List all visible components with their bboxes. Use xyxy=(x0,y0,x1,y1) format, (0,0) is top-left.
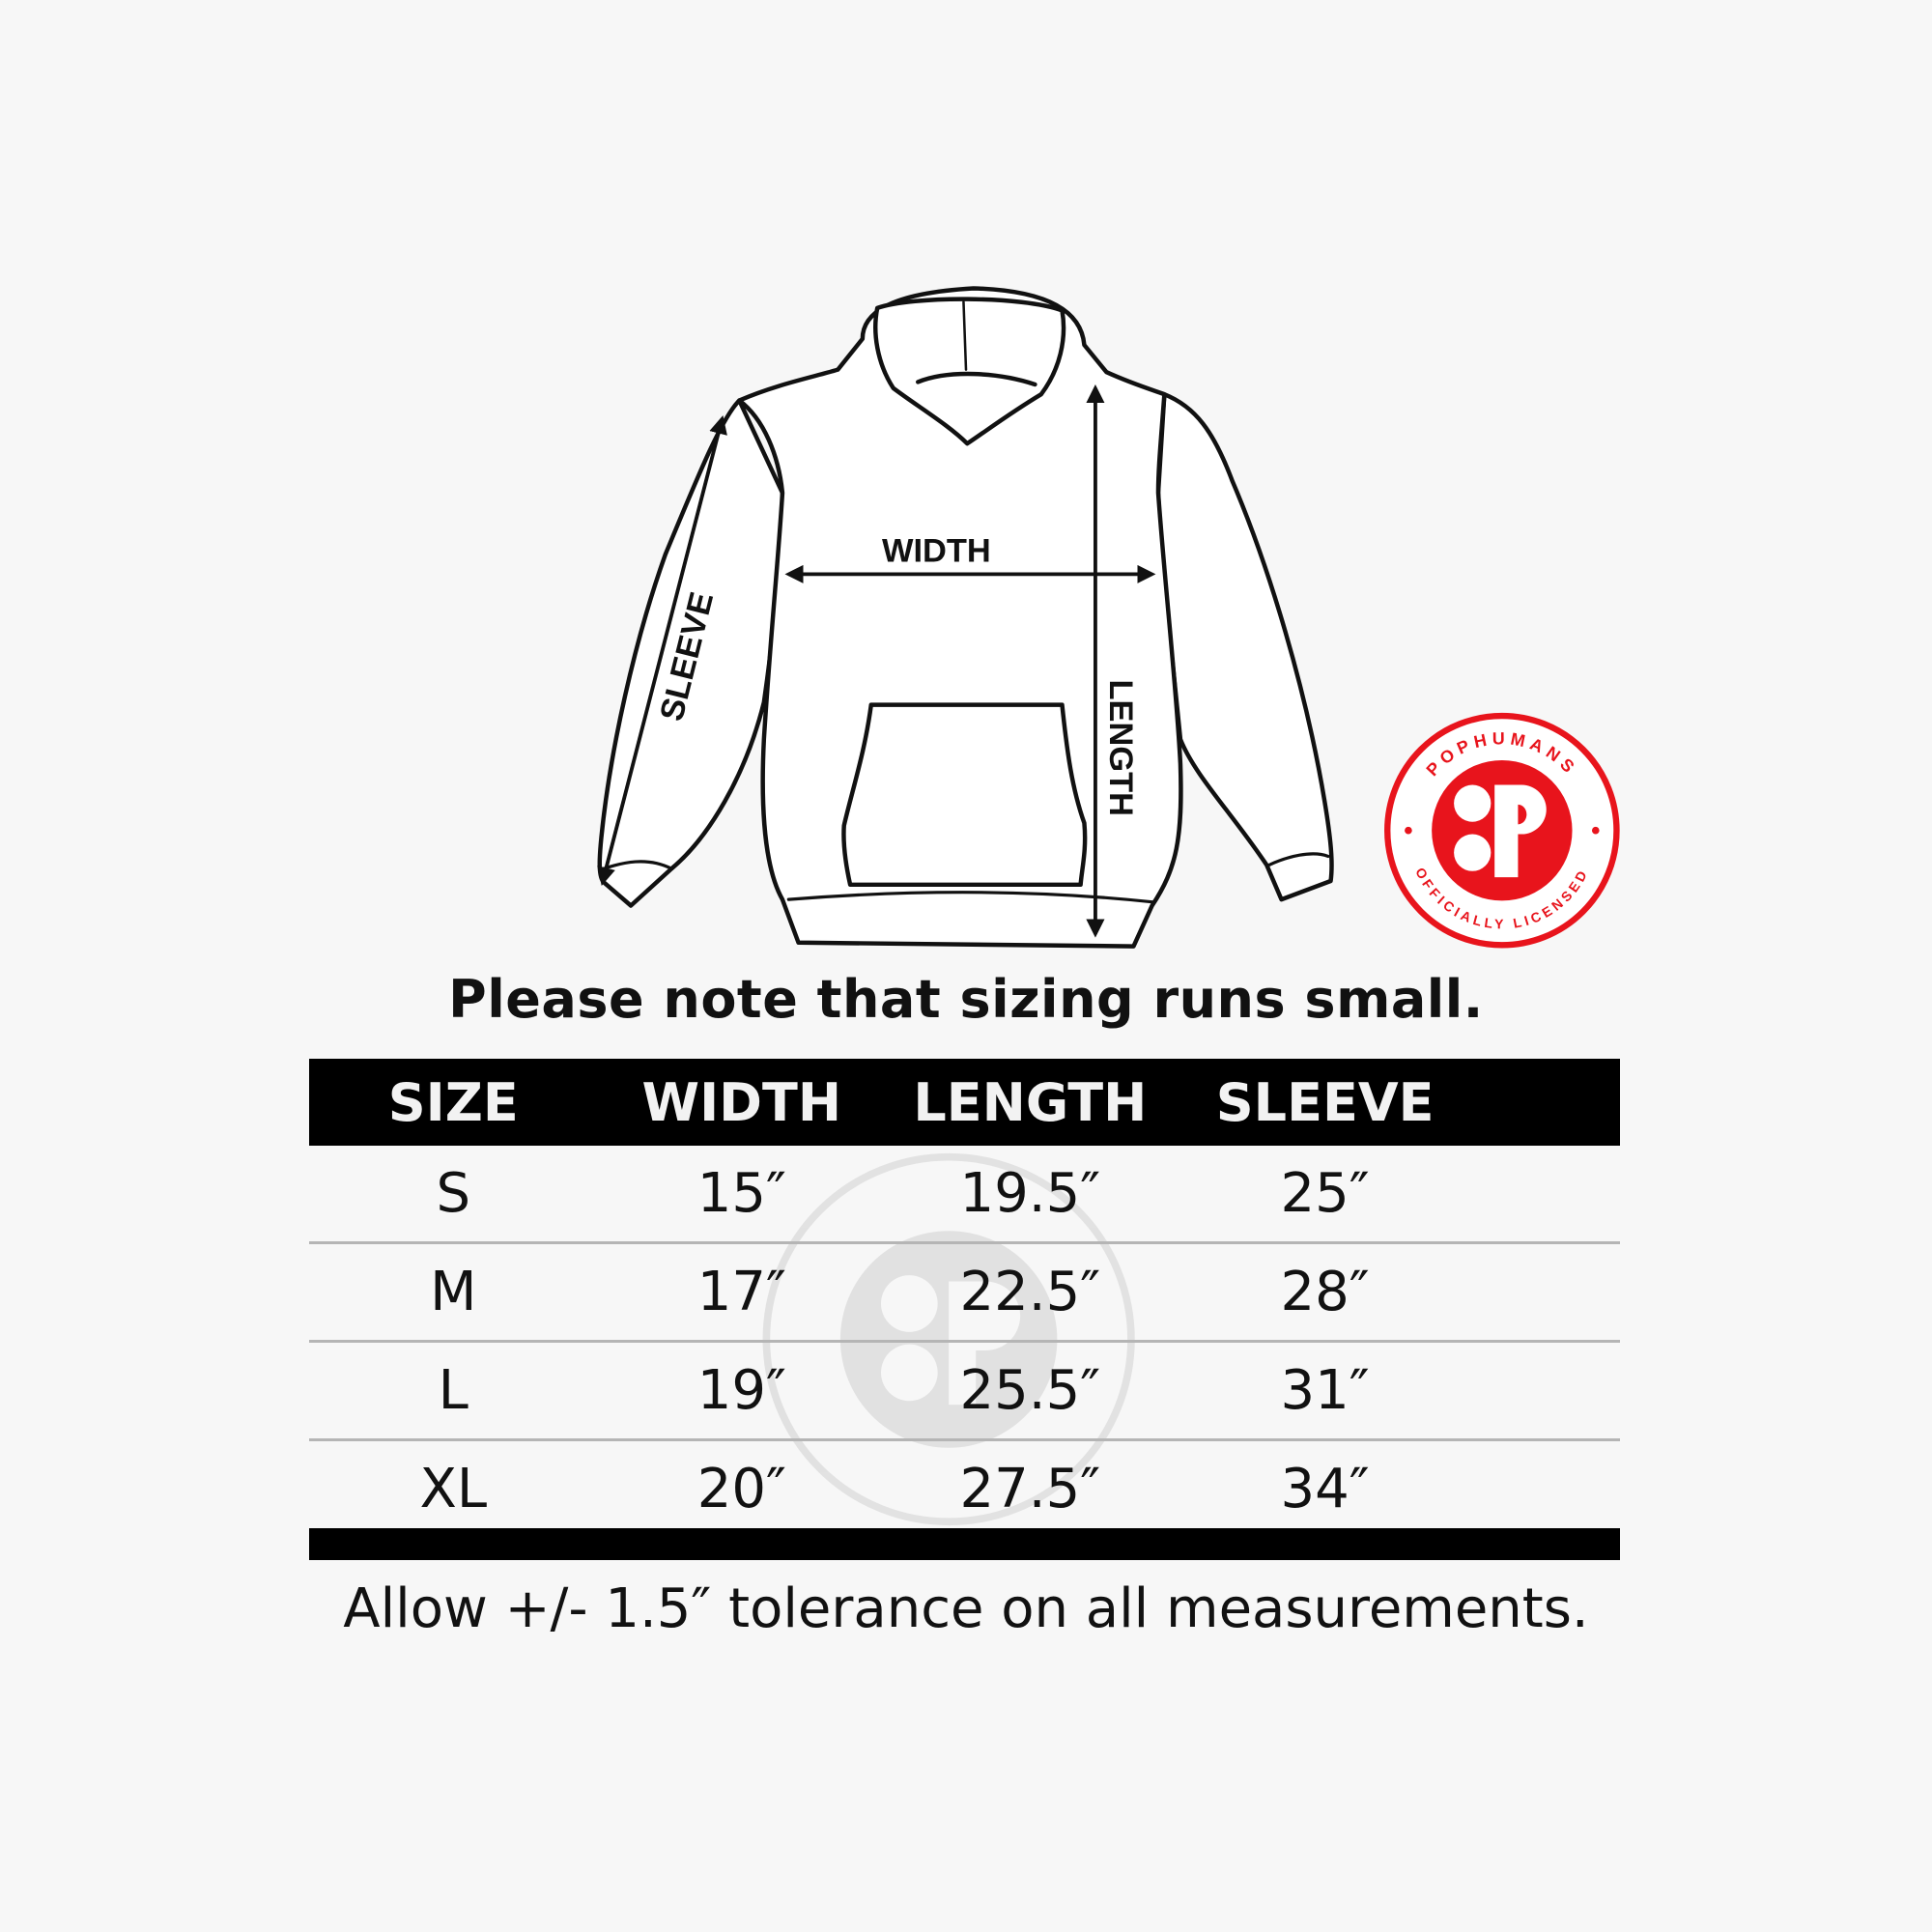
hood-opening xyxy=(873,297,1066,446)
sizing-note: Please note that sizing runs small. xyxy=(448,969,1484,1030)
cell-size: XL xyxy=(419,1458,488,1520)
table-header-row: SIZE WIDTH LENGTH SLEEVE xyxy=(309,1059,1620,1146)
header-sleeve: SLEEVE xyxy=(1174,1059,1476,1146)
sleeve-arrow xyxy=(597,414,727,886)
header-length: LENGTH xyxy=(886,1059,1175,1146)
cell-length: 25.5″ xyxy=(886,1341,1175,1441)
pophumans-logo: POPHUMANS OFFICIALLY LICENSED xyxy=(1384,712,1620,949)
table-bottom-bar xyxy=(309,1528,1620,1560)
table-row: XL 20″ 27.5″ 34″ xyxy=(309,1440,1620,1538)
cell-width: 15″ xyxy=(597,1146,887,1244)
cell-width: 17″ xyxy=(597,1242,887,1343)
table-row: S 15″ 19.5″ 25″ xyxy=(309,1146,1620,1244)
table-row: M 17″ 22.5″ 28″ xyxy=(309,1242,1620,1343)
cell-width: 20″ xyxy=(696,1458,786,1520)
table-row: L 19″ 25.5″ 31″ xyxy=(309,1341,1620,1441)
cell-length: 27.5″ xyxy=(959,1458,1101,1520)
cell-size: L xyxy=(309,1341,598,1441)
length-label: LENGTH xyxy=(1102,679,1139,816)
pocket xyxy=(841,702,1088,888)
header-spacer xyxy=(1475,1059,1620,1146)
cell-size: S xyxy=(309,1146,598,1244)
cell-sleeve: 28″ xyxy=(1174,1242,1476,1343)
cell-sleeve: 31″ xyxy=(1174,1341,1476,1441)
cell-length: 19.5″ xyxy=(886,1146,1175,1244)
right-sleeve xyxy=(1155,391,1334,902)
cell-width: 19″ xyxy=(597,1341,887,1441)
tolerance-note: Allow +/- 1.5″ tolerance on all measurem… xyxy=(343,1577,1589,1640)
cell-size: M xyxy=(309,1242,598,1343)
cell-sleeve: 34″ xyxy=(1280,1458,1370,1520)
size-chart-table: SIZE WIDTH LENGTH SLEEVE S 15″ 19.5″ 25″… xyxy=(309,1059,1620,1537)
width-label: WIDTH xyxy=(882,533,991,570)
header-size: SIZE xyxy=(309,1059,598,1146)
cell-sleeve: 25″ xyxy=(1174,1146,1476,1244)
cell-length: 22.5″ xyxy=(886,1242,1175,1343)
header-width: WIDTH xyxy=(597,1059,887,1146)
